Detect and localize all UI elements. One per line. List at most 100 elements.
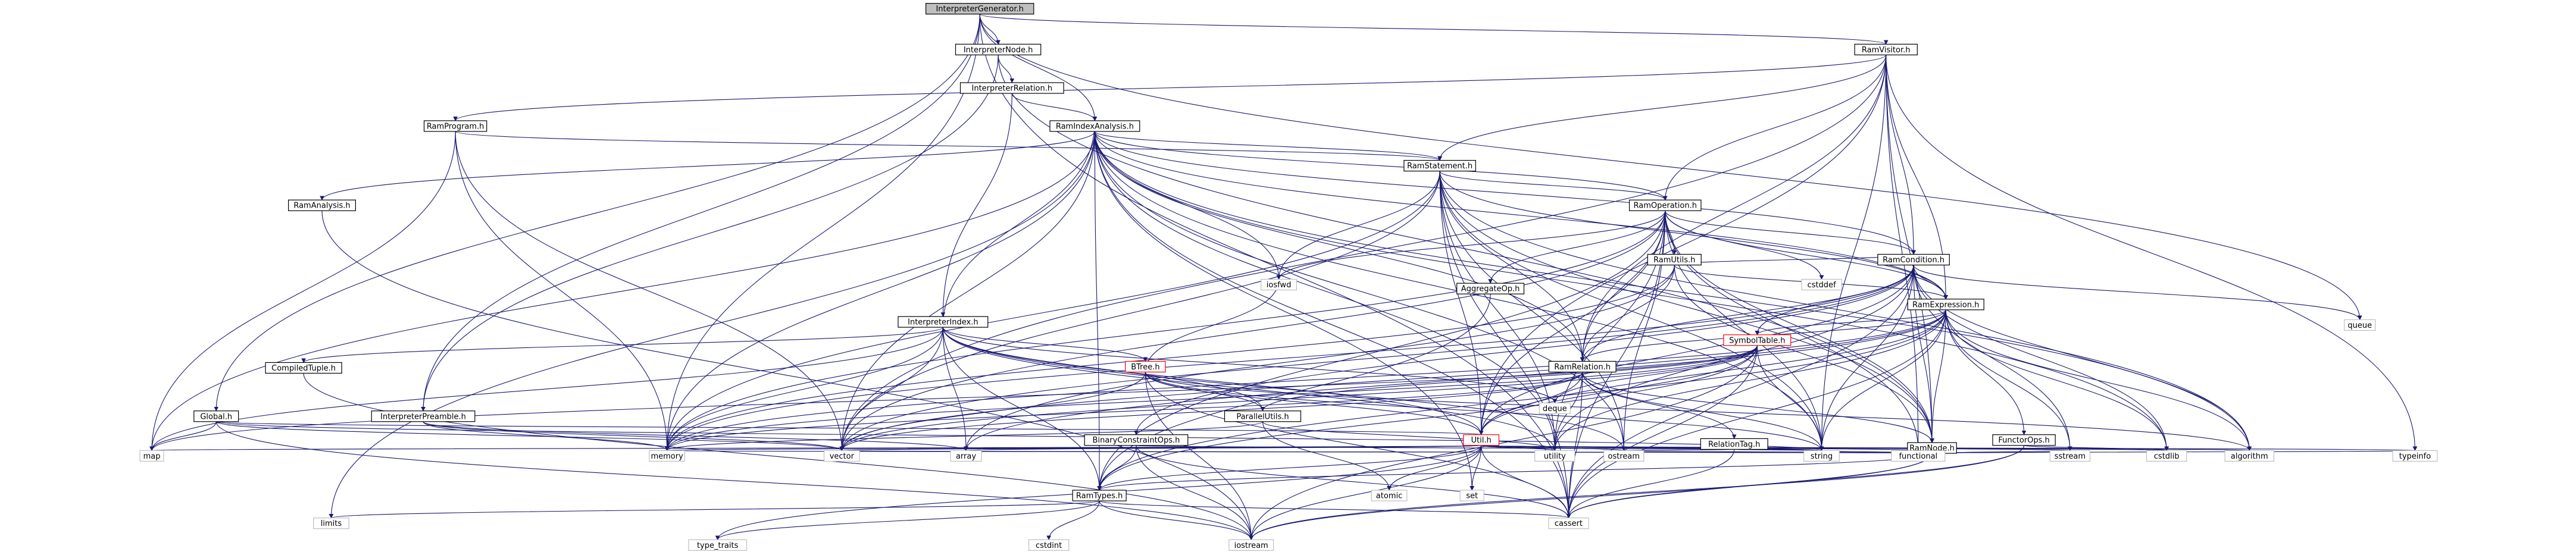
edge-ram_expression-to-ram_types — [1097, 309, 1946, 491]
edge-compiled_tuple-to-iostream — [303, 373, 1253, 541]
edge-ram_condition-to-sstream — [1913, 265, 2072, 451]
node-ram_relation[interactable]: RamRelation.h — [1548, 360, 1617, 373]
node-box-ram_index_analysis — [1049, 120, 1140, 132]
edge-ram_utils-to-memory — [664, 265, 1675, 451]
node-box-binary_constraint — [1084, 434, 1189, 446]
edge-util-to-cassert — [1481, 445, 1571, 519]
node-interp_node[interactable]: InterpreterNode.h — [955, 43, 1042, 55]
edge-binary_constraint-to-iostream — [1136, 445, 1254, 541]
node-label-interp_preamble: InterpreterPreamble.h — [380, 412, 466, 421]
node-global[interactable]: Global.h — [193, 410, 239, 422]
edge-ram_expression-to-ram_node — [1930, 309, 1946, 443]
node-box-cstddef — [1801, 278, 1842, 291]
edge-btree-to-iostream — [1145, 372, 1254, 541]
edge-ram_visitor-to-typeinfo — [1886, 55, 2418, 451]
node-relation_tag[interactable]: RelationTag.h — [1700, 438, 1768, 450]
edge-symbol_table-to-string — [1756, 345, 1824, 451]
node-ram_utils[interactable]: RamUtils.h — [1647, 253, 1702, 266]
edge-ram_condition-to-string — [1819, 265, 1914, 451]
node-ram_types[interactable]: RamTypes.h — [1072, 490, 1127, 501]
node-box-typeinfo — [2392, 450, 2438, 462]
node-compiled_tuple[interactable]: CompiledTuple.h — [265, 362, 342, 374]
node-parallel_utils[interactable]: ParallelUtils.h — [1224, 410, 1302, 422]
node-ostream: ostream — [1603, 450, 1645, 462]
node-box-functional — [1891, 450, 1946, 462]
node-deque: deque — [1539, 402, 1571, 415]
node-label-binary_constraint: BinaryConstraintOps.h — [1093, 436, 1180, 445]
node-label-cstdint: cstdint — [1036, 541, 1062, 550]
node-box-interp_gen — [925, 3, 1034, 15]
edge-functor_ops-to-cstdlib — [2024, 445, 2169, 451]
edge-ram_visitor-to-util — [1478, 55, 1887, 435]
edge-ram_operation-to-memory — [664, 211, 1666, 451]
node-box-deque — [1539, 402, 1571, 415]
edge-symbol_table-to-iostream — [1249, 345, 1758, 541]
node-ram_visitor[interactable]: RamVisitor.h — [1854, 43, 1918, 55]
edge-interp_index-to-util — [942, 327, 1484, 435]
node-box-queue — [2344, 319, 2376, 331]
node-functional: functional — [1891, 450, 1946, 462]
node-ram_expression[interactable]: RamExpression.h — [1907, 299, 1984, 311]
edge-interp_preamble-to-memory — [423, 421, 670, 451]
node-ram_program[interactable]: RamProgram.h — [423, 120, 487, 132]
node-algorithm: algorithm — [2224, 450, 2275, 462]
node-array: array — [950, 450, 982, 462]
node-label-interp_gen: InterpreterGenerator.h — [936, 5, 1023, 14]
node-label-algorithm: algorithm — [2231, 452, 2268, 461]
edge-ram_expression-to-cassert — [1566, 309, 1946, 519]
node-box-cassert — [1548, 518, 1589, 529]
edge-interp_gen-to-ram_visitor — [979, 14, 1889, 45]
edge-symbol_table-to-memory — [664, 345, 1758, 451]
node-symbol_table[interactable]: SymbolTable.h — [1723, 334, 1792, 346]
node-ram_condition[interactable]: RamCondition.h — [1877, 253, 1950, 266]
edge-symbol_table-to-ram_types — [1097, 345, 1758, 491]
edge-ram_operation-to-cstddef — [1665, 211, 1824, 280]
node-utility: utility — [1534, 450, 1575, 462]
node-box-relation_tag — [1700, 438, 1768, 450]
node-ram_operation[interactable]: RamOperation.h — [1628, 199, 1702, 211]
node-util[interactable]: Util.h — [1463, 434, 1500, 446]
node-vector: vector — [823, 450, 860, 462]
node-binary_constraint[interactable]: BinaryConstraintOps.h — [1084, 434, 1189, 446]
node-box-memory — [649, 450, 686, 462]
node-box-ram_types — [1072, 490, 1127, 501]
node-box-parallel_utils — [1224, 410, 1302, 422]
edge-util-to-array — [964, 445, 1482, 451]
edge-ram_visitor-to-ram_node — [1886, 55, 1934, 443]
edge-util-to-ostream — [1481, 445, 1626, 451]
node-label-vector: vector — [830, 452, 855, 461]
edge-global-to-map — [149, 421, 217, 451]
edge-ram_types-to-iostream — [1099, 500, 1253, 541]
node-ram_statement[interactable]: RamStatement.h — [1403, 159, 1476, 172]
node-label-global: Global.h — [200, 412, 232, 421]
dependency-edges — [149, 14, 2418, 541]
node-box-vector — [823, 450, 860, 462]
node-label-utility: utility — [1544, 452, 1566, 461]
edge-interp_index-to-utility — [942, 327, 1558, 451]
node-label-ram_analysis: RamAnalysis.h — [293, 202, 350, 211]
node-label-util: Util.h — [1471, 436, 1491, 445]
node-set: set — [1459, 490, 1484, 501]
edge-util-to-iostream — [1249, 445, 1482, 541]
edge-ram_expression-to-symbol_table — [1755, 309, 1946, 335]
edge-util-to-ram_types — [1097, 445, 1482, 491]
node-interp_relation[interactable]: InterpreterRelation.h — [959, 82, 1064, 94]
node-label-ram_expression: RamExpression.h — [1912, 300, 1979, 309]
edge-ram_condition-to-cstdlib — [1913, 265, 2169, 451]
edge-interp_gen-to-interp_preamble — [421, 14, 980, 412]
node-ram_index_analysis[interactable]: RamIndexAnalysis.h — [1049, 120, 1140, 132]
edge-ram_statement-to-ram_relation — [1439, 171, 1585, 362]
edge-ram_expression-to-algorithm — [1945, 309, 2252, 451]
node-functor_ops[interactable]: FunctorOps.h — [1992, 434, 2056, 446]
node-aggregate_op[interactable]: AggregateOp.h — [1456, 283, 1525, 294]
node-string: string — [1803, 450, 1840, 462]
node-interp_index[interactable]: InterpreterIndex.h — [898, 316, 989, 328]
edge-symbol_table-to-vector — [839, 345, 1758, 451]
edge-ram_relation-to-relation_tag — [1582, 372, 1737, 440]
edge-ram_statement-to-cassert — [1439, 171, 1571, 519]
node-label-interp_node: InterpreterNode.h — [964, 46, 1033, 55]
node-interp_preamble[interactable]: InterpreterPreamble.h — [371, 410, 476, 422]
edge-global-to-iostream — [215, 421, 1253, 541]
node-ram_analysis[interactable]: RamAnalysis.h — [288, 199, 357, 211]
node-btree[interactable]: BTree.h — [1125, 360, 1166, 373]
